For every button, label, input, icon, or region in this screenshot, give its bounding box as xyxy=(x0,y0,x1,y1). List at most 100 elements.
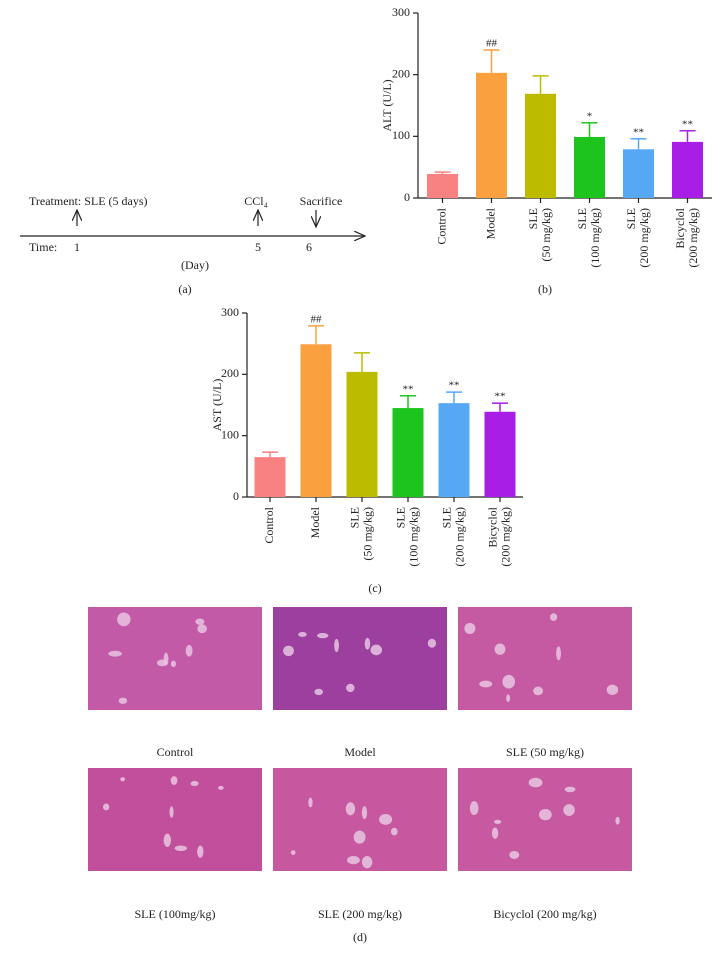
tissue-vein xyxy=(163,833,172,847)
tissue-vein xyxy=(491,827,499,839)
tissue-vein xyxy=(347,856,360,865)
sacrifice-label: Sacrifice xyxy=(300,194,343,208)
bar xyxy=(254,457,286,497)
panel-label: (c) xyxy=(368,581,381,595)
treatment-label: Treatment: SLE (5 days) xyxy=(29,194,148,208)
x-tick-label: Control xyxy=(262,506,276,543)
bar xyxy=(392,408,424,497)
day-label: 6 xyxy=(306,240,312,254)
bar xyxy=(525,93,556,198)
tissue-vein xyxy=(170,660,177,668)
tissue-vein xyxy=(549,613,558,621)
x-tick-label: SLE(50 mg/kg) xyxy=(347,507,374,561)
tissue-vein xyxy=(502,674,516,689)
day-label: 5 xyxy=(255,240,261,254)
significance-marker: ** xyxy=(495,391,506,403)
x-tick-label: SLE(200 mg/kg) xyxy=(439,507,466,567)
tissue-vein xyxy=(556,646,561,661)
histology-image xyxy=(458,607,632,710)
tissue-vein xyxy=(494,643,506,655)
tissue-vein xyxy=(197,624,207,634)
histology-image xyxy=(273,607,447,710)
x-tick-label: SLE(200 mg/kg) xyxy=(624,208,651,268)
unit-label: (Day) xyxy=(181,258,209,272)
tissue-vein xyxy=(361,855,373,869)
tissue-vein xyxy=(190,780,199,787)
tissue-vein xyxy=(390,827,398,836)
y-tick-label: 0 xyxy=(404,190,410,204)
x-tick-label: Model xyxy=(483,207,497,239)
tissue-vein xyxy=(197,845,204,858)
y-tick-label: 300 xyxy=(221,305,239,319)
significance-marker: ## xyxy=(311,313,323,325)
y-tick-label: 200 xyxy=(221,366,239,380)
image-caption: SLE (100mg/kg) xyxy=(135,907,216,921)
histology-image xyxy=(273,768,447,871)
tissue-vein xyxy=(108,650,122,657)
tissue-vein xyxy=(509,850,520,859)
tissue-vein xyxy=(298,632,307,637)
ccl4-label: CCl₄ xyxy=(244,194,268,208)
tissue-vein xyxy=(364,637,371,650)
x-tick-label: SLE(100 mg/kg) xyxy=(393,507,420,567)
tissue-vein xyxy=(334,638,339,653)
significance-marker: ## xyxy=(486,38,498,50)
y-tick-label: 200 xyxy=(392,66,410,80)
bar xyxy=(574,136,605,198)
histology-image xyxy=(88,768,262,871)
tissue-vein xyxy=(353,830,366,844)
y-tick-label: 100 xyxy=(392,128,410,142)
tissue-vein xyxy=(118,697,128,704)
significance-marker: ** xyxy=(633,126,644,138)
tissue-vein xyxy=(563,804,575,816)
tissue-vein xyxy=(117,612,131,627)
y-tick-label: 100 xyxy=(221,427,239,441)
image-caption: Control xyxy=(157,745,194,759)
tissue-vein xyxy=(528,777,543,788)
bar xyxy=(476,72,507,198)
tissue-vein xyxy=(615,816,620,825)
significance-marker: ** xyxy=(403,383,414,395)
tissue-vein xyxy=(606,684,619,696)
significance-marker: ** xyxy=(682,118,693,130)
tissue-vein xyxy=(346,683,355,693)
tissue-vein xyxy=(494,819,502,825)
significance-marker: ** xyxy=(449,380,460,392)
tissue-vein xyxy=(174,845,188,852)
y-tick-label: 0 xyxy=(233,489,239,503)
tissue-vein xyxy=(506,694,511,703)
tissue-vein xyxy=(345,802,356,816)
tissue-vein xyxy=(218,785,224,790)
tissue-vein xyxy=(195,618,205,625)
tissue-vein xyxy=(564,786,576,793)
tissue-vein xyxy=(308,797,313,808)
tissue-vein xyxy=(469,801,479,816)
tissue-vein xyxy=(370,644,383,656)
time-label: Time: xyxy=(29,240,57,254)
x-tick-label: Bicyclol(200 mg/kg) xyxy=(485,506,512,566)
panel-label: (d) xyxy=(353,930,367,944)
tissue-vein xyxy=(170,776,178,785)
y-axis-title: ALT (U/L) xyxy=(380,79,394,131)
tissue-vein xyxy=(464,622,476,634)
x-tick-label: SLE(50 mg/kg) xyxy=(526,208,553,262)
tissue-vein xyxy=(156,659,168,667)
tissue-vein xyxy=(185,644,193,657)
tissue-vein xyxy=(533,686,544,696)
bar xyxy=(346,371,378,497)
tissue-vein xyxy=(361,806,368,820)
tissue-vein xyxy=(120,777,126,782)
bar xyxy=(438,403,470,497)
image-caption: Bicyclol (200 mg/kg) xyxy=(493,907,596,921)
image-caption: SLE (50 mg/kg) xyxy=(506,745,584,759)
tissue-vein xyxy=(314,688,324,696)
panel-label: (a) xyxy=(178,282,191,296)
tissue-vein xyxy=(290,850,296,855)
image-caption: SLE (200 mg/kg) xyxy=(318,907,402,921)
significance-marker: * xyxy=(587,110,593,122)
x-tick-label: Control xyxy=(434,207,448,244)
histology-image xyxy=(88,607,262,710)
bar xyxy=(623,149,654,198)
